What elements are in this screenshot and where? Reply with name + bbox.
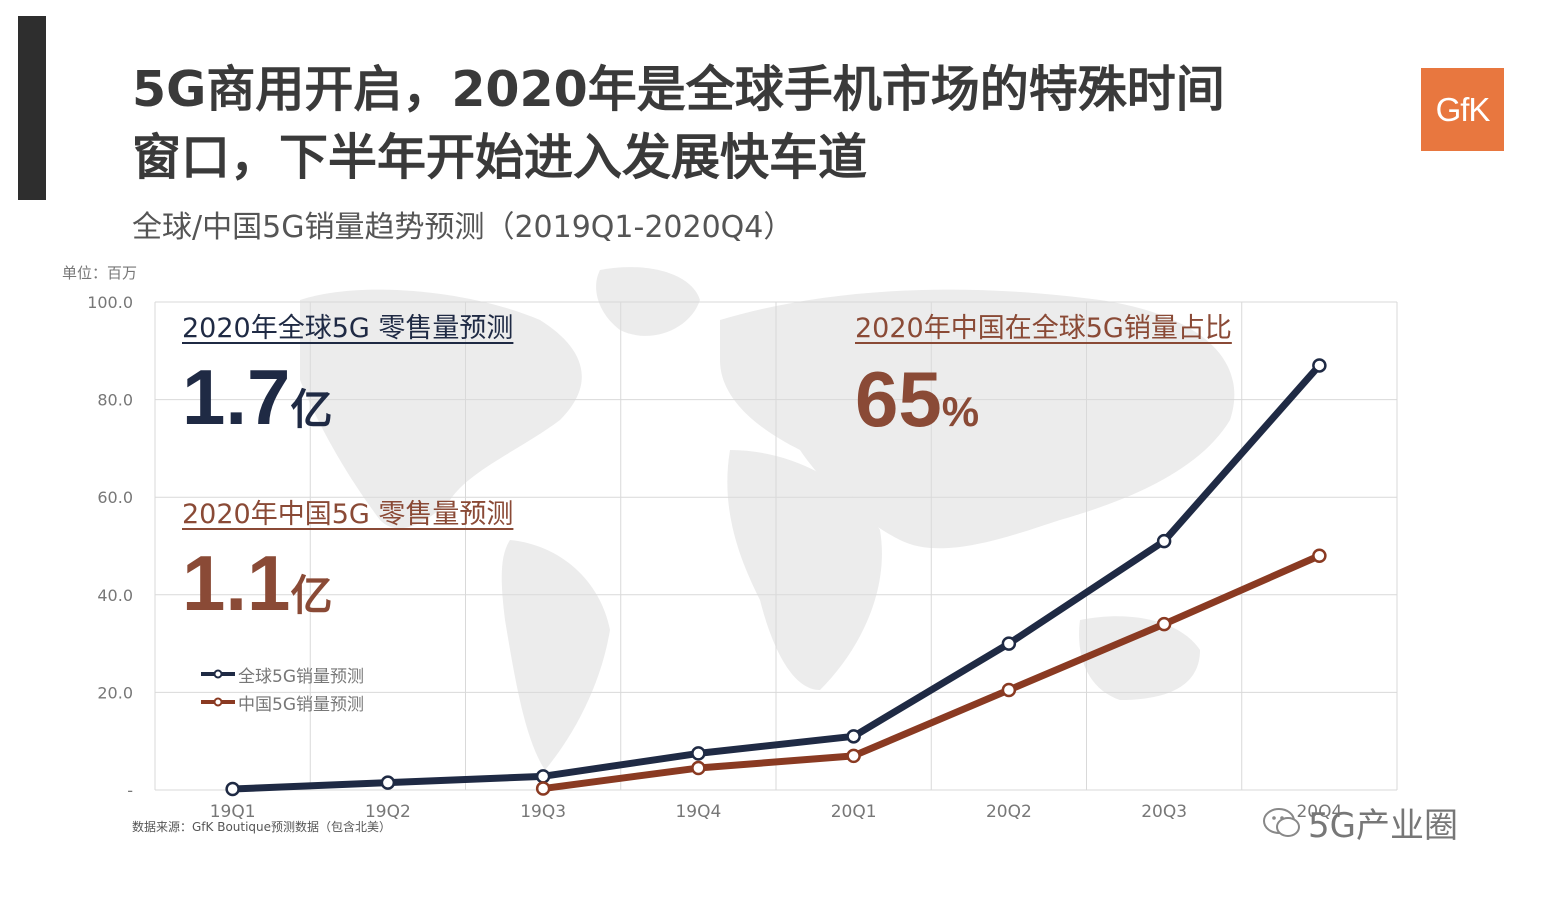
- x-tick-label: 19Q3: [520, 802, 566, 822]
- kpi-global-value: 1.7亿: [182, 352, 332, 443]
- data-point: [1156, 616, 1172, 632]
- x-tick-label: 19Q2: [365, 802, 411, 822]
- gfk-logo: GfK: [1421, 68, 1504, 151]
- chart-series: [225, 358, 1327, 797]
- title-line-2: 窗口，下半年开始进入发展快车道: [132, 129, 868, 186]
- kpi-china-number: 1.1: [182, 539, 291, 627]
- legend-item-global: 全球5G销量预测: [200, 660, 364, 688]
- series-line-1: [539, 552, 1323, 793]
- data-point: [846, 748, 861, 764]
- data-point: [691, 760, 706, 776]
- legend-label-china: 中国5G销量预测: [238, 694, 364, 715]
- y-tick-label: 60.0: [97, 488, 133, 507]
- legend-swatch-china: [201, 697, 235, 707]
- legend-swatch-global: [201, 669, 235, 679]
- data-point: [1312, 548, 1327, 564]
- y-tick-label: -: [127, 781, 133, 800]
- kpi-china-value: 1.1亿: [182, 538, 332, 629]
- x-tick-label: 20Q1: [831, 802, 877, 822]
- data-point: [380, 775, 396, 790]
- data-point: [535, 769, 551, 784]
- kpi-share-suffix: %: [941, 388, 980, 435]
- data-point: [1312, 358, 1327, 373]
- kpi-global-label: 2020年全球5G 零售量预测: [182, 313, 514, 344]
- x-tick-label: 20Q3: [1141, 802, 1187, 822]
- legend-label-global: 全球5G销量预测: [238, 666, 364, 687]
- accent-bar: [18, 16, 46, 200]
- kpi-china-suffix: 亿: [290, 572, 333, 619]
- data-point: [1156, 533, 1172, 549]
- data-point: [535, 781, 551, 796]
- watermark-text: 5G产业圈: [1308, 806, 1458, 846]
- page-title: 5G商用开启，2020年是全球手机市场的特殊时间 窗口，下半年开始进入发展快车道: [132, 56, 1412, 192]
- kpi-share-number: 65: [855, 355, 942, 443]
- kpi-china-label: 2020年中国5G 零售量预测: [182, 499, 514, 530]
- watermark: 5G产业圈: [1262, 798, 1458, 847]
- chart-subtitle: 全球/中国5G销量趋势预测（2019Q1-2020Q4）: [132, 210, 794, 245]
- legend-item-china: 中国5G销量预测: [200, 688, 364, 716]
- data-point: [691, 746, 706, 761]
- chat-bubble-icon: [1263, 807, 1300, 837]
- kpi-global-suffix: 亿: [290, 386, 333, 433]
- data-point: [225, 781, 240, 797]
- unit-label: 单位：百万: [62, 264, 138, 282]
- kpi-share-label: 2020年中国在全球5G销量占比: [855, 313, 1232, 344]
- data-source-note: 数据来源：GfK Boutique预测数据（包含北美）: [132, 820, 392, 834]
- y-tick-label: 40.0: [97, 586, 133, 605]
- data-point: [1001, 636, 1017, 651]
- y-tick-label: 100.0: [87, 293, 133, 312]
- data-point: [1001, 682, 1017, 698]
- x-tick-label: 20Q4: [1296, 802, 1342, 822]
- y-tick-label: 80.0: [97, 391, 133, 410]
- x-tick-label: 19Q4: [675, 802, 721, 822]
- kpi-global-number: 1.7: [182, 353, 291, 441]
- chart-grid: [154, 301, 1398, 791]
- y-tick-label: 20.0: [97, 683, 133, 702]
- chart-legend: 全球5G销量预测 中国5G销量预测: [200, 660, 364, 716]
- x-tick-label: 20Q2: [986, 802, 1032, 822]
- data-point: [846, 729, 861, 744]
- title-line-1: 5G商用开启，2020年是全球手机市场的特殊时间: [132, 61, 1225, 118]
- world-map-background: [300, 267, 1235, 770]
- series-line-0: [229, 361, 1323, 793]
- x-tick-label: 19Q1: [210, 802, 256, 822]
- kpi-share-value: 65%: [855, 354, 979, 445]
- logo-text: GfK: [1435, 90, 1491, 128]
- chart-axes: - 20.0 40.0 60.0 80.0 100.0 19Q1 19Q2 19Q3 19Q4 20…: [87, 293, 1342, 822]
